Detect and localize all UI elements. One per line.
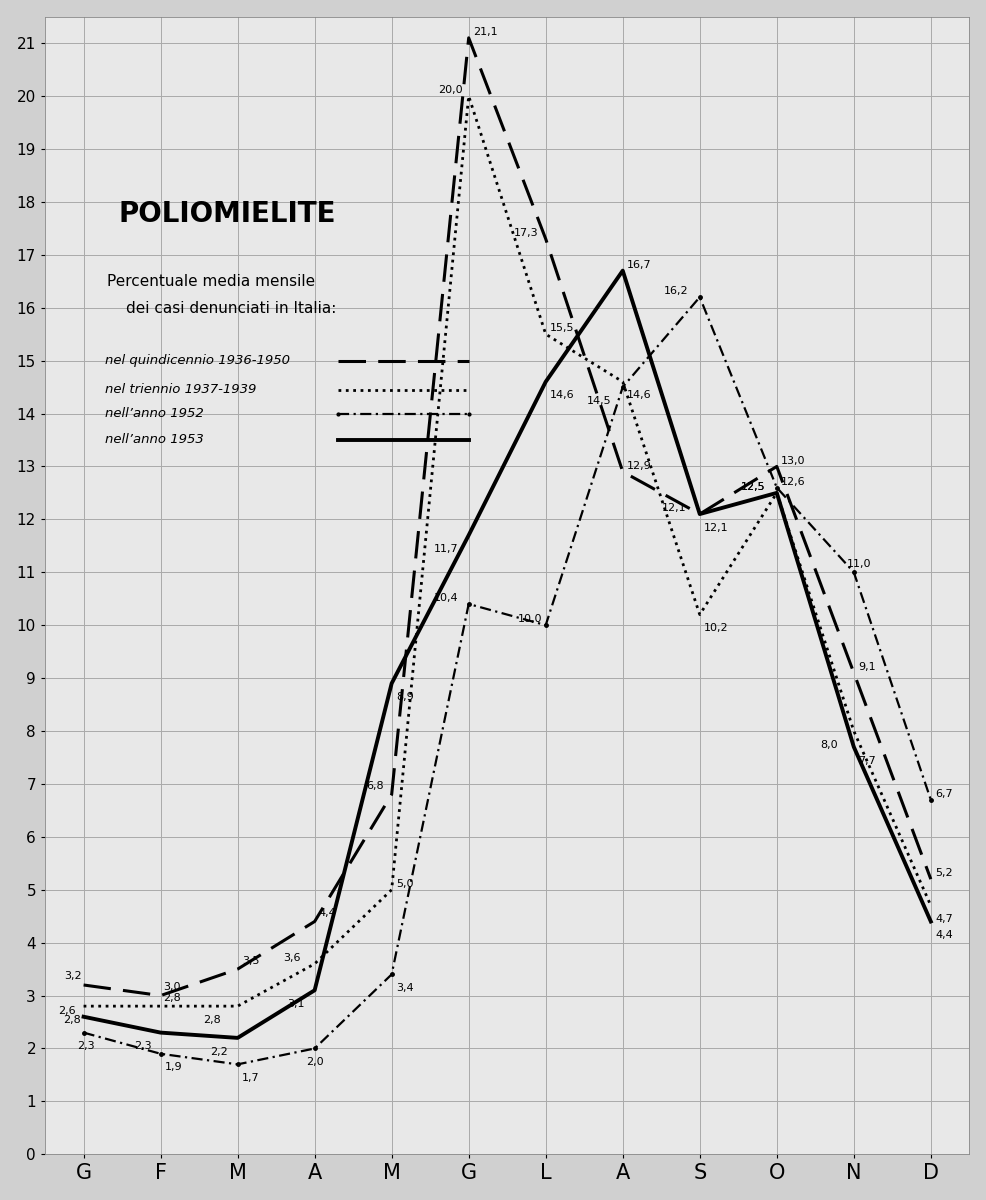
Text: nel triennio 1937-1939: nel triennio 1937-1939 xyxy=(106,383,256,396)
Text: 14,6: 14,6 xyxy=(627,390,652,401)
Text: 17,3: 17,3 xyxy=(514,228,538,238)
Text: 10,2: 10,2 xyxy=(704,623,729,634)
Text: 12,6: 12,6 xyxy=(781,476,806,487)
Text: 2,8: 2,8 xyxy=(203,1015,221,1025)
Text: 4,7: 4,7 xyxy=(935,914,952,924)
Text: 15,5: 15,5 xyxy=(550,323,575,334)
Text: 2,3: 2,3 xyxy=(134,1042,152,1051)
Text: 4,4: 4,4 xyxy=(318,908,336,918)
Text: 3,4: 3,4 xyxy=(395,983,413,994)
Text: 10,0: 10,0 xyxy=(518,614,542,624)
Text: 12,5: 12,5 xyxy=(740,482,765,492)
Text: dei casi denunciati in Italia:: dei casi denunciati in Italia: xyxy=(126,301,336,316)
Text: 3,1: 3,1 xyxy=(287,998,305,1009)
Text: 1,7: 1,7 xyxy=(242,1073,259,1084)
Text: 20,0: 20,0 xyxy=(438,85,462,95)
Text: 2,6: 2,6 xyxy=(58,1006,76,1016)
Text: nell’anno 1953: nell’anno 1953 xyxy=(106,433,204,446)
Text: 13,0: 13,0 xyxy=(781,456,806,466)
Text: Percentuale media mensile: Percentuale media mensile xyxy=(106,274,315,289)
Text: 2,8: 2,8 xyxy=(164,992,181,1002)
Text: 2,3: 2,3 xyxy=(77,1042,95,1051)
Text: 3,5: 3,5 xyxy=(242,955,259,966)
Text: 8,0: 8,0 xyxy=(820,739,838,750)
Text: 11,0: 11,0 xyxy=(847,559,872,569)
Text: 14,5: 14,5 xyxy=(587,396,611,406)
Text: nel quindicennio 1936-1950: nel quindicennio 1936-1950 xyxy=(106,354,290,367)
Text: 12,5: 12,5 xyxy=(740,482,765,492)
Text: 8,9: 8,9 xyxy=(395,692,413,702)
Text: 10,4: 10,4 xyxy=(434,593,458,604)
Text: 12,9: 12,9 xyxy=(627,461,652,470)
Text: 6,8: 6,8 xyxy=(367,781,385,791)
Text: 9,1: 9,1 xyxy=(858,662,876,672)
Text: 11,7: 11,7 xyxy=(434,544,458,554)
Text: 12,1: 12,1 xyxy=(704,523,729,533)
Text: 2,0: 2,0 xyxy=(307,1057,324,1067)
Text: 3,2: 3,2 xyxy=(64,972,82,982)
Text: 12,1: 12,1 xyxy=(663,503,687,514)
Text: 1,9: 1,9 xyxy=(165,1062,182,1073)
Text: 6,7: 6,7 xyxy=(935,790,952,799)
Text: 21,1: 21,1 xyxy=(473,28,498,37)
Text: 5,2: 5,2 xyxy=(935,869,952,878)
Text: 2,2: 2,2 xyxy=(210,1046,228,1056)
Text: 7,7: 7,7 xyxy=(858,756,876,766)
Text: 5,0: 5,0 xyxy=(395,878,413,889)
Text: 14,6: 14,6 xyxy=(550,390,575,401)
Text: 3,6: 3,6 xyxy=(283,953,300,964)
Text: nell’anno 1952: nell’anno 1952 xyxy=(106,407,204,420)
Text: 16,7: 16,7 xyxy=(627,260,652,270)
Text: 3,0: 3,0 xyxy=(164,982,180,992)
Text: POLIOMIELITE: POLIOMIELITE xyxy=(118,200,336,228)
Text: 4,4: 4,4 xyxy=(935,930,952,940)
Text: 16,2: 16,2 xyxy=(664,287,688,296)
Text: 2,8: 2,8 xyxy=(63,1015,81,1025)
